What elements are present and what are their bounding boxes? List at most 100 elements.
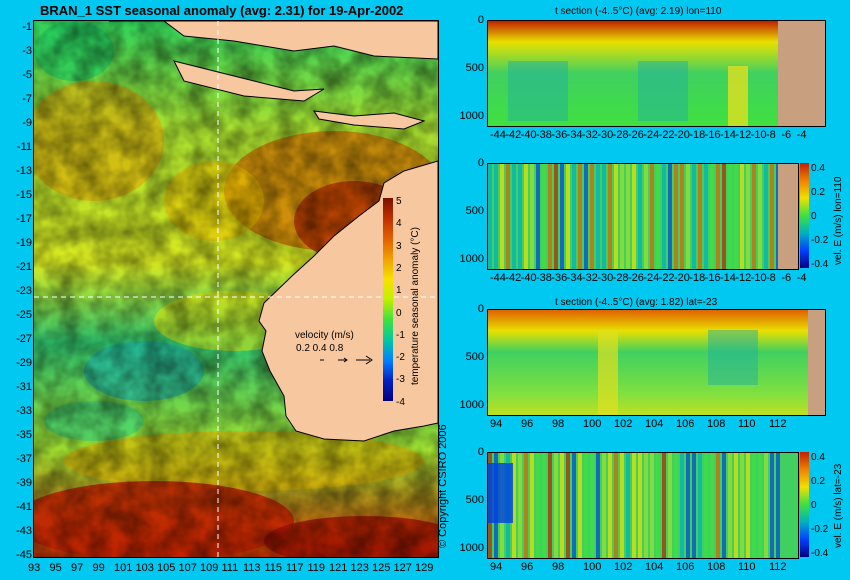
section-x-tick: -34: [566, 272, 583, 284]
section-x-tick: 100: [583, 418, 602, 430]
section-x-tick: 108: [707, 561, 726, 573]
velocity-stripe: [650, 453, 654, 558]
lat-tick-label: -25: [16, 309, 32, 321]
section-x-tick: -16: [704, 129, 721, 141]
velocity-stripe: [686, 453, 690, 558]
velocity-stripe: [770, 453, 774, 558]
section4-panel[interactable]: [487, 452, 799, 559]
section-x-tick: 98: [552, 418, 565, 430]
velocity-stripe: [584, 453, 588, 558]
velocity-stripe: [536, 453, 540, 558]
section-x-tick: -14: [720, 272, 736, 284]
section-x-tick: 112: [769, 561, 787, 573]
colorbar-tick-label: 1: [396, 285, 402, 297]
section-colorbar-tick: 0.4: [811, 452, 825, 463]
section-y-tick: 1000: [459, 542, 484, 554]
velocity-stripe: [758, 164, 762, 269]
velocity-stripe: [620, 453, 624, 558]
section-x-tick: -10: [750, 272, 767, 284]
velocity-stripe: [554, 453, 558, 558]
lat-tick-label: -19: [16, 237, 32, 249]
section-colorbar-tick: 0: [811, 500, 817, 511]
section3-title: t section (-4..5°C) (avg: 1.82) lat=-23: [555, 297, 718, 308]
section2-panel[interactable]: [487, 163, 799, 270]
section1-title: t section (-4..5°C) (avg: 2.19) lon=110: [555, 6, 722, 17]
velocity-stripe: [656, 453, 660, 558]
section-colorbar-tick: -0.2: [811, 235, 829, 246]
section1-panel[interactable]: [487, 20, 826, 127]
velocity-stripe: [734, 164, 738, 269]
section-y-tick: 1000: [459, 110, 484, 122]
velocity-stripe: [548, 453, 552, 558]
velocity-stripe: [578, 164, 582, 269]
section3-panel[interactable]: [487, 309, 826, 416]
section-x-tick: -28: [612, 129, 629, 141]
section-x-tick: 100: [583, 561, 602, 573]
velocity-stripe: [770, 164, 774, 269]
velocity-stripe: [590, 164, 594, 269]
velocity-stripe: [674, 453, 678, 558]
section4-canvas: [488, 453, 798, 558]
section-colorbar-tick: 0: [811, 211, 817, 222]
section-x-tick: 104: [645, 418, 664, 430]
lat-tick-label: -15: [16, 189, 32, 201]
section-x-tick: -22: [658, 129, 675, 141]
section-x-tick: 106: [676, 418, 695, 430]
section-x-tick: -18: [689, 272, 706, 284]
velocity-stripe: [578, 453, 582, 558]
velocity-stripe: [530, 453, 534, 558]
velocity-stripe: [722, 453, 726, 558]
lon-tick-label: 105: [157, 562, 176, 574]
section-x-tick: -38: [536, 272, 552, 284]
lat-tick-label: -5: [22, 69, 32, 81]
section-x-tick: -40: [520, 129, 537, 141]
velocity-stripe: [662, 453, 666, 558]
velocity-stripe: [572, 453, 576, 558]
velocity-stripe: [554, 164, 558, 269]
velocity-stripe: [668, 164, 672, 269]
lat-tick-label: -11: [16, 141, 32, 153]
lon-tick-label: 127: [393, 562, 412, 574]
section-x-tick: -40: [520, 272, 537, 284]
velocity-label: velocity (m/s): [295, 330, 354, 341]
velocity-stripe: [488, 164, 492, 269]
velocity-scale: 0.2 0.4 0.8: [296, 343, 344, 354]
velocity-stripe: [608, 164, 612, 269]
section-x-tick: -14: [720, 129, 736, 141]
lat-tick-label: -13: [16, 165, 32, 177]
velocity-stripe: [644, 164, 648, 269]
section-colorbar-tick: 0.2: [811, 187, 825, 198]
velocity-stripe: [542, 453, 546, 558]
lon-tick-label: 123: [350, 562, 369, 574]
sst-anomaly-map[interactable]: [33, 20, 439, 558]
section-x-tick: 106: [676, 561, 695, 573]
velocity-stripe: [560, 453, 564, 558]
velocity-stripe: [512, 164, 516, 269]
velocity-stripe: [764, 453, 768, 558]
map-canvas: [34, 21, 438, 557]
lon-tick-label: 93: [28, 562, 41, 574]
lat-tick-label: -45: [16, 549, 32, 561]
section-x-tick: -44: [490, 129, 506, 141]
velocity-stripe: [728, 164, 732, 269]
lat-tick-label: -7: [22, 93, 32, 105]
section-colorbar-tick: 0.4: [811, 163, 825, 174]
velocity-stripe: [650, 164, 654, 269]
velocity-stripe: [596, 453, 600, 558]
section-colorbar-tick: 0.2: [811, 476, 825, 487]
section-x-tick: -20: [674, 129, 690, 141]
section-x-tick: -32: [582, 129, 598, 141]
section-y-tick: 1000: [459, 399, 484, 411]
section-x-tick: -36: [551, 129, 568, 141]
colorbar-tick-label: 4: [396, 218, 402, 230]
velocity-stripe: [518, 164, 522, 269]
velocity-stripe: [758, 453, 762, 558]
lon-tick-label: 129: [415, 562, 434, 574]
colorbar-tick-label: -3: [396, 374, 405, 386]
velocity-stripe: [740, 164, 744, 269]
section1-canvas: [488, 21, 825, 126]
section-x-tick: 108: [707, 418, 726, 430]
lon-tick-label: 121: [329, 562, 348, 574]
velocity-stripe: [560, 164, 564, 269]
velocity-stripe: [632, 453, 636, 558]
